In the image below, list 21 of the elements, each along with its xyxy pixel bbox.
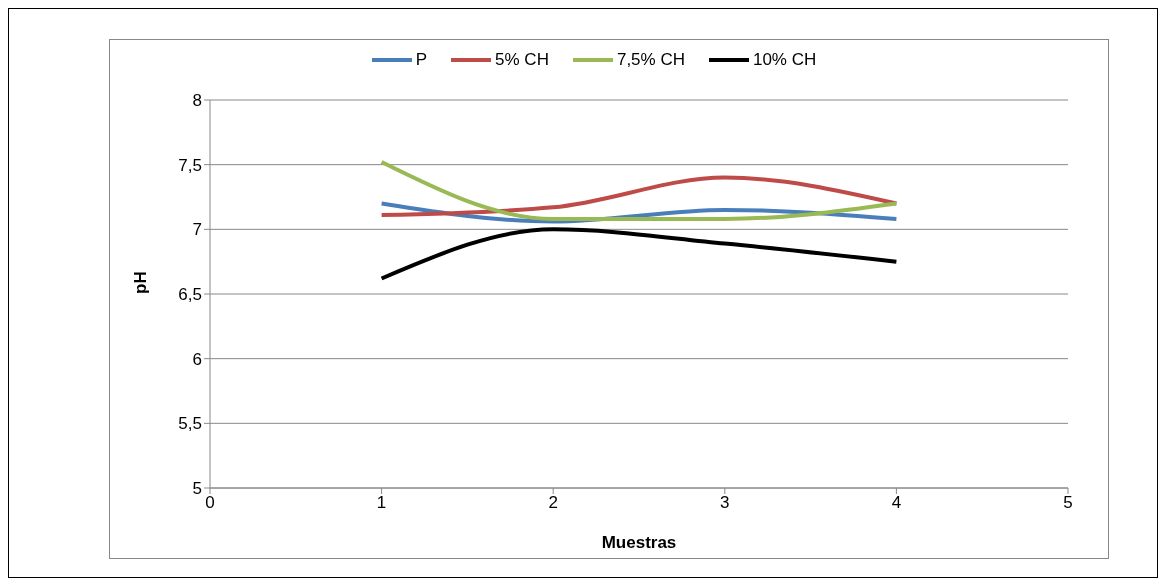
x-tick-label: 4 [891,493,902,513]
y-tick-label: 5,5 [178,414,202,434]
y-tick-label: 5 [192,479,202,499]
y-tick-label: 6 [192,349,202,369]
x-tick-label: 3 [720,493,730,513]
y-axis-title: pH [131,271,151,294]
y-tick-label: 6,5 [178,285,202,305]
legend-label: P [415,50,428,70]
x-axis-title: Muestras [601,533,677,552]
x-tick-label: 1 [376,493,387,513]
x-tick-label: 5 [1063,493,1073,513]
legend-label: 7,5% CH [616,50,685,70]
x-tick-label: 2 [548,493,558,513]
legend-label: 10% CH [752,50,817,70]
y-tick-label: 7,5 [178,155,202,175]
line-series [379,227,899,281]
y-tick-label: 8 [192,91,202,111]
x-tick-label: 0 [205,493,215,513]
legend-label: 5% CH [495,50,549,70]
line-series [379,175,899,218]
y-tick-label: 7 [192,220,202,240]
